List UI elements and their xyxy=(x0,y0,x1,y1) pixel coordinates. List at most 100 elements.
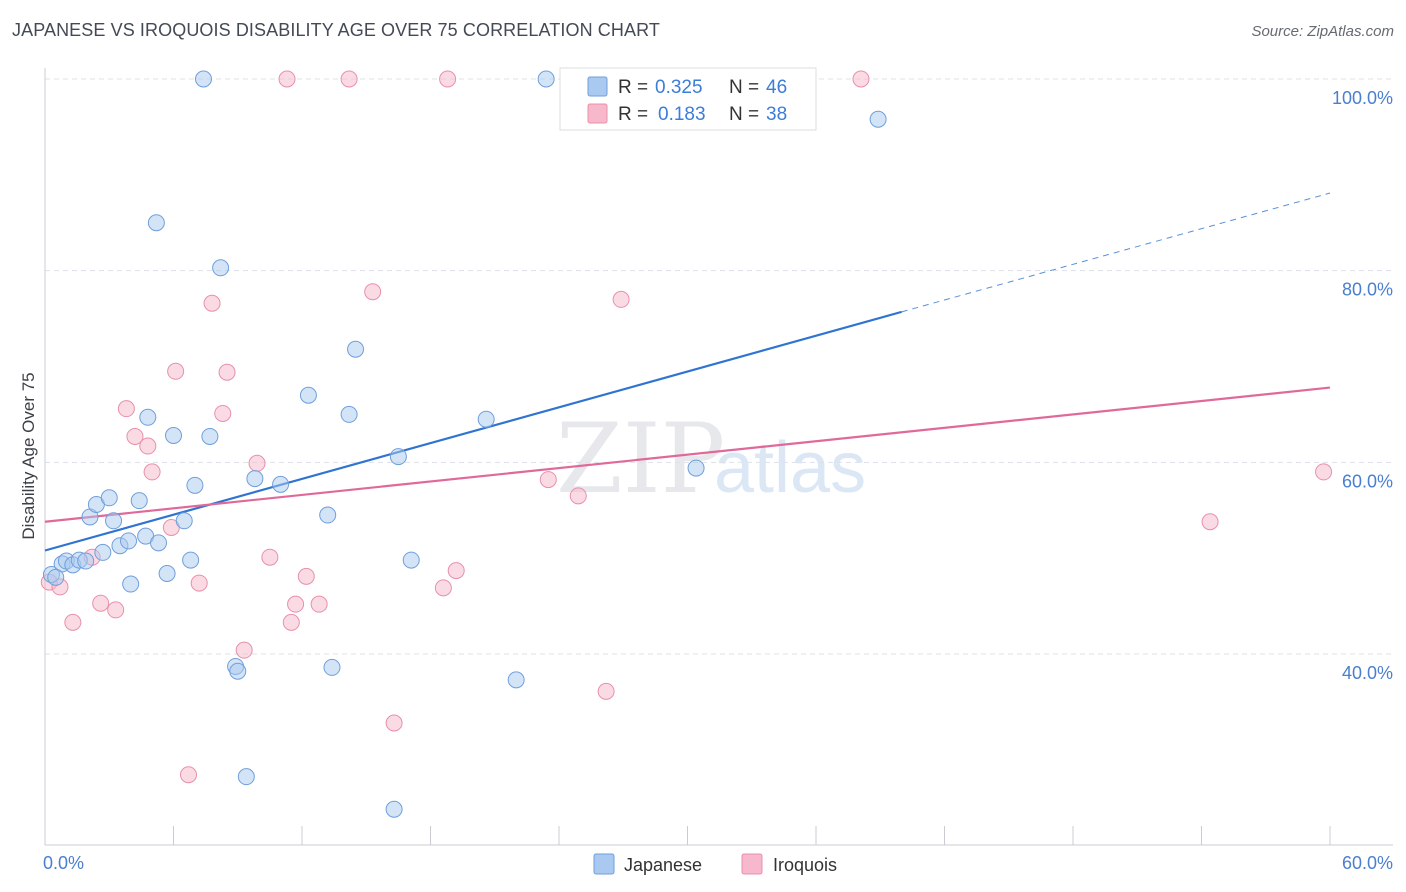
japanese-point xyxy=(272,475,290,493)
x-tick-label: 60.0% xyxy=(1342,853,1393,873)
axes xyxy=(44,68,1393,846)
legend-swatch-iroquois xyxy=(587,103,608,124)
iroquois-point xyxy=(214,404,232,422)
data-points xyxy=(40,70,1333,818)
japanese-point xyxy=(212,259,230,277)
iroquois-point xyxy=(297,567,315,585)
japanese-point xyxy=(319,506,337,524)
iroquois-point xyxy=(190,574,208,592)
y-tick-label: 100.0% xyxy=(1332,88,1393,108)
legend-r-label-japanese: R = xyxy=(618,77,648,98)
japanese-point xyxy=(139,408,157,426)
japanese-point xyxy=(105,512,123,530)
japanese-point xyxy=(122,575,140,593)
iroquois-point xyxy=(179,766,197,784)
iroquois-point xyxy=(218,363,236,381)
japanese-point xyxy=(100,489,118,507)
trend-lines xyxy=(44,192,1331,552)
japanese-point xyxy=(869,110,887,128)
bottom-legend-swatch-iroquois xyxy=(741,853,763,875)
iroquois-point xyxy=(139,437,157,455)
legend-n-value-japanese: 46 xyxy=(766,77,787,98)
iroquois-point xyxy=(385,714,403,732)
japanese-trend-line xyxy=(44,310,902,552)
iroquois-point xyxy=(539,471,557,489)
iroquois-point xyxy=(126,427,144,445)
bottom-legend-iroquois: Iroquois xyxy=(773,855,837,875)
iroquois-point xyxy=(278,70,296,88)
japanese-point xyxy=(47,568,65,586)
japanese-point xyxy=(389,448,407,466)
iroquois-point xyxy=(287,595,305,613)
japanese-point xyxy=(402,551,420,569)
iroquois-point xyxy=(248,454,266,472)
iroquois-point xyxy=(107,601,125,619)
bottom-legend-swatch-japanese xyxy=(593,853,615,875)
japanese-point xyxy=(147,214,165,232)
grid-lines xyxy=(45,78,1393,655)
y-axis-label: Disability Age Over 75 xyxy=(19,372,38,539)
source-label: Source: ZipAtlas.com xyxy=(1251,23,1394,40)
iroquois-point xyxy=(310,595,328,613)
x-tick-label: 0.0% xyxy=(43,853,84,873)
japanese-point xyxy=(385,800,403,818)
japanese-point xyxy=(94,543,112,561)
iroquois-point xyxy=(203,294,221,312)
legend-n-label-japanese: N = xyxy=(729,77,759,98)
iroquois-point xyxy=(143,463,161,481)
japanese-point xyxy=(237,768,255,786)
japanese-point xyxy=(175,512,193,530)
iroquois-trend-line xyxy=(44,386,1331,523)
japanese-trend-extension xyxy=(901,192,1331,313)
bottom-legend-japanese: Japanese xyxy=(624,855,702,875)
japanese-point xyxy=(323,658,341,676)
iroquois-point xyxy=(1315,463,1333,481)
y-tick-label: 40.0% xyxy=(1342,663,1393,683)
japanese-point xyxy=(182,551,200,569)
japanese-point xyxy=(507,671,525,689)
legend-r-label-iroquois: R = xyxy=(618,104,648,125)
bottom-legend: Japanese Iroquois xyxy=(593,853,837,875)
japanese-point xyxy=(201,427,219,445)
iroquois-point xyxy=(447,562,465,580)
japanese-point xyxy=(158,565,176,582)
japanese-point xyxy=(165,427,182,444)
legend-n-label-iroquois: N = xyxy=(729,104,759,125)
japanese-point xyxy=(347,340,365,358)
iroquois-point xyxy=(117,400,135,418)
japanese-point xyxy=(299,386,317,404)
iroquois-point xyxy=(852,70,870,88)
japanese-point xyxy=(150,534,168,552)
iroquois-point xyxy=(612,290,630,308)
iroquois-point xyxy=(569,487,587,505)
iroquois-point xyxy=(364,283,382,301)
iroquois-point xyxy=(439,70,457,88)
legend-swatch-japanese xyxy=(587,76,608,97)
iroquois-point xyxy=(1201,513,1219,531)
iroquois-point xyxy=(167,362,185,380)
japanese-point xyxy=(130,492,148,510)
japanese-point xyxy=(77,552,95,570)
japanese-point xyxy=(477,410,495,428)
japanese-point xyxy=(537,70,555,88)
y-tick-label: 60.0% xyxy=(1342,471,1393,491)
iroquois-point xyxy=(340,70,358,88)
iroquois-point xyxy=(235,641,253,659)
japanese-point xyxy=(340,405,358,423)
iroquois-point xyxy=(92,594,110,612)
japanese-point xyxy=(120,532,138,550)
tick-labels: 40.0% 60.0% 80.0% 100.0% 0.0% 60.0% xyxy=(43,88,1393,873)
legend-r-value-iroquois: 0.183 xyxy=(658,104,706,125)
legend-r-value-japanese: 0.325 xyxy=(655,77,703,98)
japanese-point xyxy=(194,70,212,88)
japanese-point xyxy=(687,459,705,477)
legend-n-value-iroquois: 38 xyxy=(766,104,787,125)
watermark-atlas: atlas xyxy=(714,428,866,508)
japanese-point xyxy=(246,470,264,488)
iroquois-point xyxy=(261,548,279,566)
iroquois-point xyxy=(597,682,615,700)
iroquois-point xyxy=(434,579,452,597)
y-tick-label: 80.0% xyxy=(1342,280,1393,300)
iroquois-point xyxy=(64,613,82,631)
